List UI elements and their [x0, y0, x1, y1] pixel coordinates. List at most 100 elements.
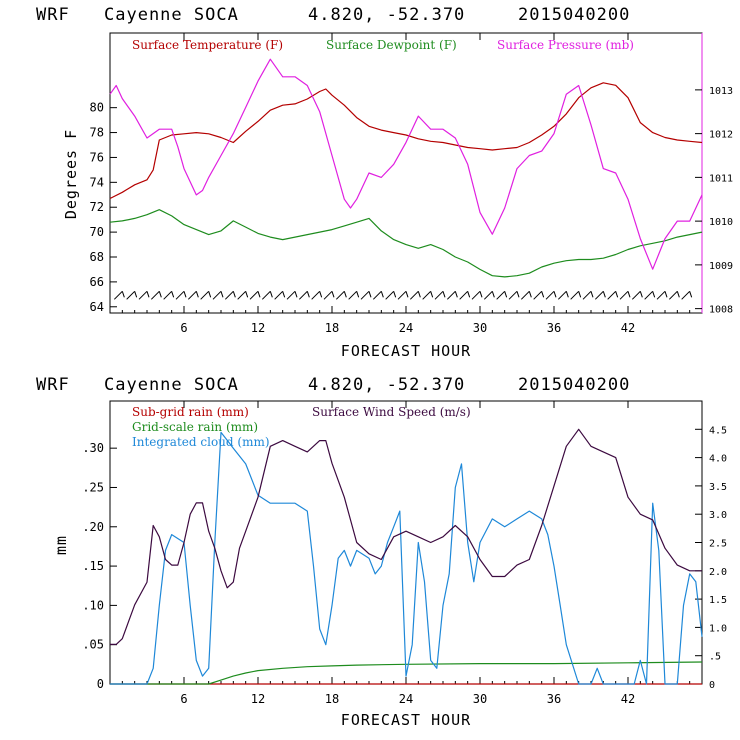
wind-barb-flag — [257, 291, 261, 298]
y-tick-label: .15 — [82, 559, 104, 573]
wind-barb-staff — [360, 290, 370, 300]
wind-barb-flag — [615, 291, 619, 298]
wind-barb-staff — [150, 290, 160, 300]
y-tick-label: 78 — [90, 126, 104, 140]
x-tick-label: 18 — [325, 692, 339, 706]
top-panel: WRF Cayenne SOCA 4.820, -52.370 20150402… — [36, 5, 733, 360]
y2-tick-label: 1008 — [709, 305, 733, 316]
series-line-integrated-cloud — [110, 431, 703, 685]
top-ylabel: Degrees F — [62, 129, 80, 219]
y-tick-label: 64 — [90, 300, 104, 314]
y-tick-label: 76 — [90, 150, 104, 164]
legend-subgrid-rain: Sub-grid rain (mm) — [132, 405, 249, 419]
y2-tick-label: .5 — [709, 652, 721, 663]
wind-barb-staff — [323, 290, 333, 300]
wind-barb-flag — [664, 291, 668, 298]
wind-barb-flag — [121, 291, 125, 298]
y2-tick-label: 3.0 — [709, 510, 727, 521]
wind-barb-staff — [200, 290, 210, 300]
wind-barb-staff — [212, 290, 222, 300]
x-tick-label: 6 — [180, 321, 187, 335]
wind-barb-flag — [208, 291, 212, 298]
bottom-panel: WRF Cayenne SOCA 4.820, -52.370 20150402… — [36, 375, 727, 729]
legend-wind-speed: Surface Wind Speed (m/s) — [312, 405, 471, 419]
wind-barb-staff — [446, 290, 456, 300]
wind-barb-flag — [639, 291, 643, 298]
legend-gridscale-rain: Grid-scale rain (mm) — [132, 420, 258, 434]
top-plot-frame — [109, 32, 703, 314]
top-header-station: Cayenne SOCA — [104, 5, 239, 25]
wind-barb-flag — [380, 291, 384, 298]
wind-barb-staff — [644, 290, 654, 300]
wind-barb-staff — [631, 290, 641, 300]
top-axes: 6 12 18 24 30 36 42 64 66 68 70 72 74 76 78 80 1008 1009 1… — [90, 33, 733, 335]
y-tick-label: .25 — [82, 480, 104, 494]
wind-barb-staff — [348, 290, 358, 300]
wind-barb-staff — [471, 290, 481, 300]
wind-barb-flag — [442, 291, 446, 298]
wind-barb-staff — [335, 290, 345, 300]
wind-barb-flag — [504, 291, 508, 298]
y2-tick-label: 2.0 — [709, 567, 727, 578]
wind-barb-staff — [496, 290, 506, 300]
wind-barb-staff — [249, 290, 259, 300]
y2-tick-label: 1.5 — [709, 595, 727, 606]
y2-tick-label: 1013 — [709, 86, 733, 97]
legend-pressure: Surface Pressure (mb) — [497, 38, 634, 52]
x-tick-label: 42 — [621, 692, 635, 706]
wind-barb-staff — [459, 290, 469, 300]
wind-barb-flag — [245, 291, 249, 298]
wind-barb-staff — [175, 290, 185, 300]
wind-barbs — [113, 290, 693, 300]
top-header: WRF Cayenne SOCA 4.820, -52.370 20150402… — [36, 5, 630, 25]
y-tick-label: .20 — [82, 520, 104, 534]
wind-barb-staff — [298, 290, 308, 300]
wind-barb-staff — [508, 290, 518, 300]
x-tick-label: 18 — [325, 321, 339, 335]
y2-tick-label: 3.5 — [709, 482, 727, 493]
wind-barb-staff — [224, 290, 234, 300]
y-tick-label: 74 — [90, 175, 104, 189]
series-line-surface-temperature — [109, 82, 703, 200]
wind-barb-flag — [146, 291, 150, 298]
top-header-init: 2015040200 — [518, 5, 630, 25]
y-tick-label: 72 — [90, 200, 104, 214]
y2-tick-label: 2.5 — [709, 539, 727, 550]
wind-barb-staff — [138, 290, 148, 300]
y2-tick-label: 1009 — [709, 261, 733, 272]
wind-barb-flag — [689, 291, 693, 298]
wind-barb-flag — [565, 291, 569, 298]
wind-barb-flag — [405, 291, 409, 298]
wind-barb-staff — [409, 290, 419, 300]
wind-barb-staff — [681, 290, 691, 300]
bottom-header-init: 2015040200 — [518, 375, 630, 395]
top-header-model: WRF — [36, 5, 70, 25]
wind-barb-flag — [171, 291, 175, 298]
wind-barb-staff — [607, 290, 617, 300]
wind-barb-flag — [652, 291, 656, 298]
x-tick-label: 24 — [399, 321, 413, 335]
wind-barb-flag — [356, 291, 360, 298]
y-tick-label: 66 — [90, 275, 104, 289]
wind-barb-staff — [163, 290, 173, 300]
wind-barb-flag — [158, 291, 162, 298]
y-tick-label: 80 — [90, 101, 104, 115]
x-tick-label: 30 — [473, 321, 487, 335]
wind-barb-flag — [553, 291, 557, 298]
wind-barb-staff — [126, 290, 136, 300]
wind-barb-staff — [397, 290, 407, 300]
wind-barb-staff — [237, 290, 247, 300]
wind-barb-flag — [220, 291, 224, 298]
wind-barb-flag — [232, 291, 236, 298]
bottom-header: WRF Cayenne SOCA 4.820, -52.370 20150402… — [36, 375, 630, 395]
wind-barb-staff — [261, 290, 271, 300]
y2-tick-label: 1.0 — [709, 623, 727, 634]
legend-integrated-cloud: Integrated cloud (mm) — [132, 435, 270, 449]
bottom-legend: Sub-grid rain (mm) Grid-scale rain (mm) … — [132, 405, 471, 449]
wind-barb-staff — [422, 290, 432, 300]
wind-barb-flag — [393, 291, 397, 298]
wind-barb-staff — [187, 290, 197, 300]
wind-barb-staff — [570, 290, 580, 300]
wind-barb-flag — [343, 291, 347, 298]
